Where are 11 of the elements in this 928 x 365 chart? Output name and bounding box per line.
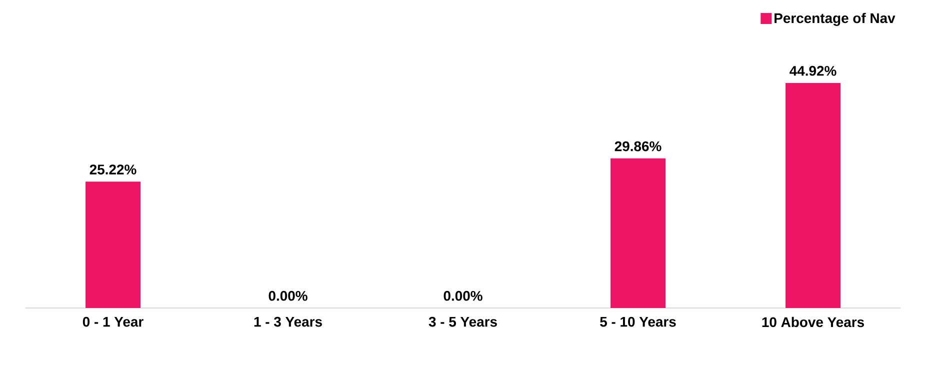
x-tick-label: 10 Above Years bbox=[762, 316, 864, 328]
legend-label: Percentage of Nav bbox=[774, 12, 896, 26]
data-label: 0.00% bbox=[444, 290, 482, 301]
x-tick-label: 0 - 1 Year bbox=[82, 316, 144, 327]
x-tick-label: 5 - 10 Years bbox=[600, 316, 676, 327]
data-label: 0.00% bbox=[268, 290, 308, 301]
data-label: 25.22% bbox=[90, 164, 136, 174]
data-label: 29.86% bbox=[614, 141, 662, 152]
x-tick-label: 1 - 3 Years bbox=[254, 316, 322, 327]
x-tick-label: 3 - 5 Years bbox=[428, 316, 497, 327]
data-label: 44.92% bbox=[790, 66, 836, 76]
